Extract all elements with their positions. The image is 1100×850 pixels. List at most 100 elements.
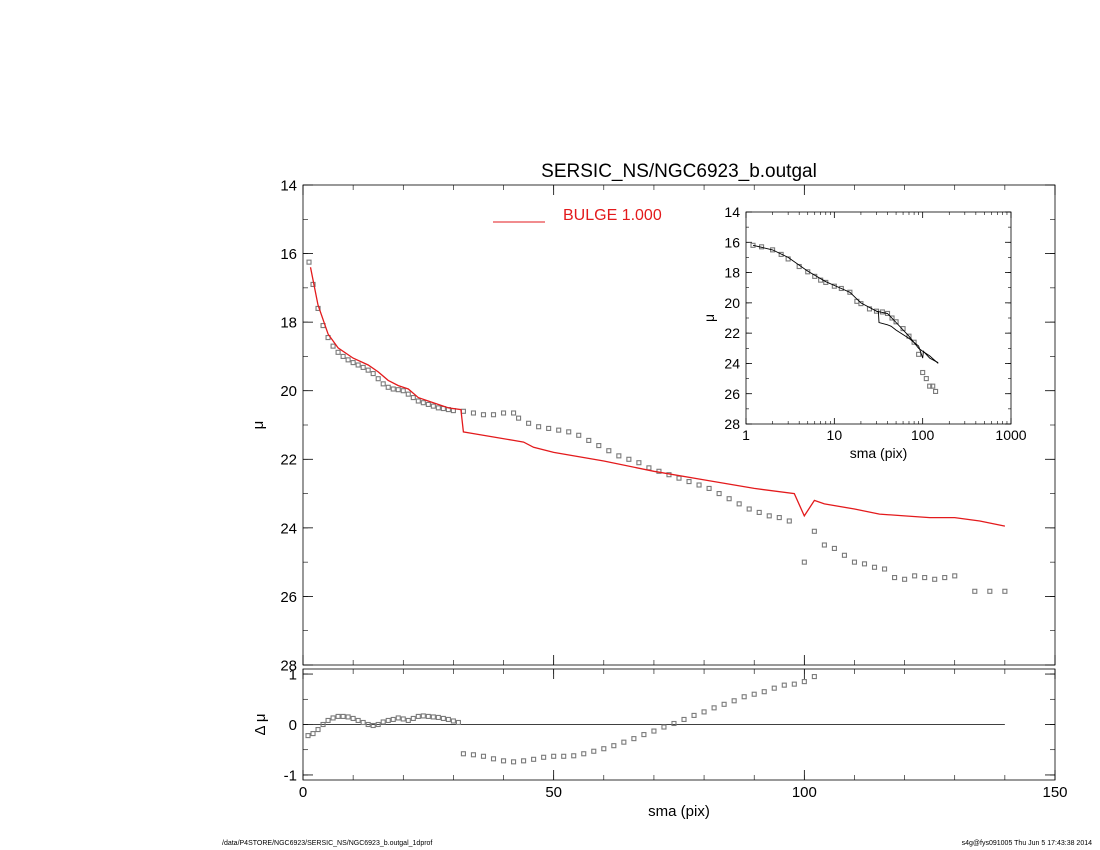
inset-data-point bbox=[838, 285, 844, 292]
residual-data-point bbox=[380, 719, 386, 725]
residual-data-point bbox=[641, 732, 647, 738]
inset-xtick-label: 10 bbox=[827, 427, 843, 443]
main-data-point bbox=[766, 513, 772, 519]
main-data-point bbox=[536, 424, 542, 430]
residual-data-point bbox=[711, 705, 717, 711]
main-data-point bbox=[776, 515, 782, 521]
residual-data-point bbox=[450, 718, 456, 724]
residual-data-point bbox=[435, 714, 441, 720]
residual-data-point bbox=[320, 721, 326, 728]
main-data-point bbox=[716, 491, 722, 497]
residual-data-point bbox=[410, 715, 416, 721]
main-data-point bbox=[370, 371, 376, 377]
inset-xtick-label: 1 bbox=[742, 427, 750, 443]
main-ytick-label: 26 bbox=[280, 589, 297, 606]
inset-ytick-label: 16 bbox=[724, 234, 740, 250]
inset-ylabel: μ bbox=[701, 314, 717, 322]
residual-data-point bbox=[741, 694, 747, 700]
residual-data-point bbox=[385, 717, 391, 724]
main-data-point bbox=[405, 391, 411, 397]
main-data-point bbox=[546, 425, 552, 431]
main-data-point bbox=[746, 506, 752, 512]
main-data-point bbox=[596, 443, 602, 449]
inset-data-point bbox=[920, 369, 926, 376]
main-data-point bbox=[841, 552, 847, 558]
residual-data-point bbox=[345, 714, 351, 720]
main-data-point bbox=[987, 588, 993, 594]
inset-series-line-1 bbox=[752, 244, 939, 364]
main-data-point bbox=[380, 381, 386, 387]
main-data-point bbox=[340, 353, 346, 359]
main-data-point bbox=[646, 465, 652, 471]
inset-data-point bbox=[778, 251, 784, 257]
main-data-point bbox=[606, 448, 612, 454]
residual-data-point bbox=[611, 743, 617, 749]
main-data-point bbox=[586, 437, 592, 443]
residual-data-point bbox=[781, 682, 787, 688]
main-legend-label: BULGE 1.000 bbox=[563, 207, 662, 224]
residual-data-point bbox=[651, 728, 657, 734]
main-data-point bbox=[871, 564, 878, 570]
main-data-point bbox=[972, 588, 978, 594]
main-data-point bbox=[335, 349, 341, 355]
residual-data-point bbox=[751, 691, 757, 697]
inset-data-point bbox=[900, 326, 906, 332]
main-ytick-label: 14 bbox=[280, 177, 297, 194]
inset-data-point bbox=[893, 319, 899, 325]
main-data-point bbox=[460, 408, 466, 414]
main-ytick-label: 20 bbox=[280, 383, 297, 400]
main-data-point bbox=[942, 575, 948, 581]
main-ytick-label: 22 bbox=[280, 452, 297, 469]
main-ytick-label: 16 bbox=[280, 246, 297, 263]
main-data-point bbox=[375, 376, 381, 382]
main-data-point bbox=[556, 427, 562, 433]
residual-data-point bbox=[350, 715, 356, 721]
residual-data-point bbox=[691, 712, 697, 718]
inset-data-point bbox=[923, 376, 929, 382]
residual-data-point bbox=[430, 714, 436, 720]
residual-data-point bbox=[811, 674, 817, 680]
residual-xlabel: sma (pix) bbox=[648, 803, 710, 820]
main-profile-plot: 14 16 18 20 22 24 26 28 SERSIC_NS/NGC6923_b.outg… bbox=[250, 161, 1056, 674]
main-data-point bbox=[365, 367, 371, 373]
residual-data-point bbox=[360, 719, 366, 726]
inset-data-point bbox=[916, 351, 922, 357]
residual-data-point bbox=[335, 713, 341, 719]
main-data-point bbox=[616, 453, 622, 459]
residual-data-point bbox=[310, 731, 316, 737]
main-data-point bbox=[470, 410, 477, 416]
inset-ytick-label: 22 bbox=[724, 325, 740, 341]
main-data-point bbox=[786, 518, 792, 524]
main-data-point bbox=[480, 412, 487, 418]
residual-data-point bbox=[425, 713, 431, 719]
residual-data-point bbox=[671, 720, 677, 727]
main-data-point bbox=[881, 566, 888, 572]
main-data-point bbox=[355, 362, 361, 368]
main-data-point bbox=[626, 456, 632, 462]
residual-xtick-label: 0 bbox=[299, 784, 307, 801]
residual-data-point bbox=[365, 721, 371, 728]
main-data-point bbox=[425, 401, 431, 407]
residual-data-point bbox=[661, 724, 667, 730]
main-data-point bbox=[696, 482, 702, 488]
main-data-point bbox=[902, 576, 908, 582]
main-data-point bbox=[435, 405, 441, 411]
main-data-point bbox=[306, 259, 312, 265]
main-data-point bbox=[430, 403, 436, 409]
main-data-point bbox=[390, 386, 396, 392]
main-data-point bbox=[516, 415, 522, 421]
residual-data-point bbox=[551, 753, 557, 759]
main-data-point bbox=[756, 509, 762, 515]
main-data-point bbox=[726, 496, 732, 502]
main-data-point bbox=[1002, 588, 1008, 594]
residual-data-point bbox=[455, 719, 461, 726]
main-data-point bbox=[952, 573, 958, 579]
inset-data-point bbox=[927, 383, 933, 389]
residual-data-point bbox=[721, 701, 727, 707]
main-data-point bbox=[395, 387, 401, 393]
inset-ytick-label: 20 bbox=[724, 295, 740, 311]
residual-data-point bbox=[315, 726, 321, 733]
residual-data-point bbox=[621, 739, 627, 745]
inset-log-plot: 1 10 100 1000 14 16 18 20 22 24 26 28 sma (pix) μ bbox=[701, 204, 1027, 461]
residual-data-point bbox=[330, 715, 336, 721]
